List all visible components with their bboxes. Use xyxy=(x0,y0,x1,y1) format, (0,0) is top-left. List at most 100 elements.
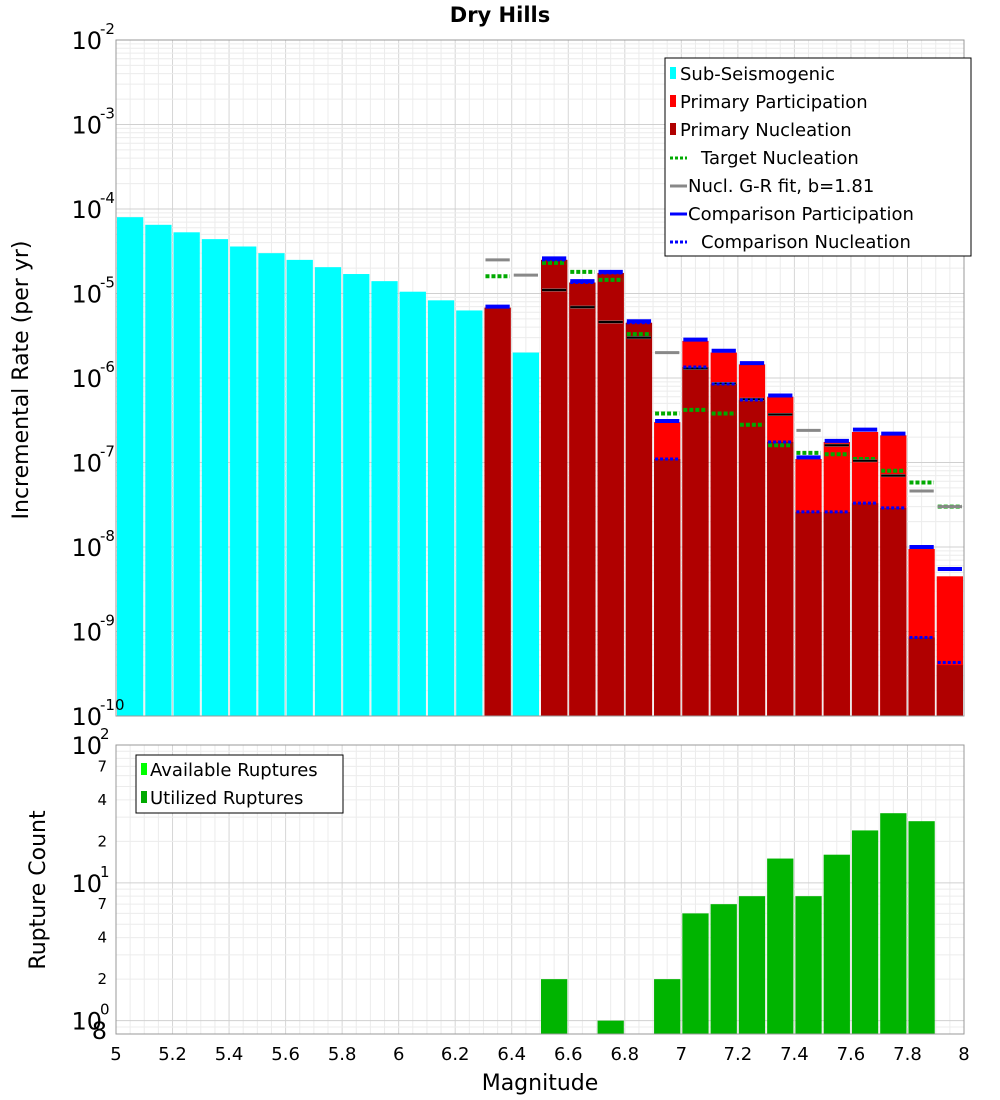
top-plot-frame xyxy=(115,39,965,717)
x-tick-label: 8 xyxy=(958,1044,969,1065)
y-tick-label: 7 xyxy=(97,895,107,913)
y-tick-label: 10-8 xyxy=(71,527,115,562)
bottom-plot-frame xyxy=(115,744,965,1035)
legend-label: Comparison Nucleation xyxy=(701,232,911,253)
x-tick-label: 5.4 xyxy=(215,1044,244,1065)
bar-primary-nucleation xyxy=(654,459,681,716)
legend-swatch xyxy=(670,67,676,79)
bar-utilized-ruptures xyxy=(851,830,879,1034)
top-marks xyxy=(485,256,962,664)
bar-utilized-ruptures xyxy=(682,913,709,1034)
y-tick-exponent: -5 xyxy=(100,274,115,292)
x-tick-label: 7.4 xyxy=(780,1044,809,1065)
y-tick-label: 10-7 xyxy=(71,443,115,478)
legend-label: Comparison Participation xyxy=(688,204,914,225)
x-tick-label: 5.8 xyxy=(328,1044,357,1065)
bar-utilized-ruptures xyxy=(908,821,935,1034)
y-tick-exponent: 2 xyxy=(100,725,110,743)
bar-primary-nucleation xyxy=(795,511,822,716)
y-tick-label: 2 xyxy=(97,970,107,988)
bar-utilized-ruptures xyxy=(597,1020,624,1034)
y-tick-label: 7 xyxy=(97,757,107,775)
legend-bottom: Available Ruptures Utilized Ruptures xyxy=(135,754,344,814)
bar-utilized-ruptures xyxy=(767,858,794,1034)
y-tick-exponent: 1 xyxy=(100,863,110,881)
legend-label: Primary Nucleation xyxy=(680,120,852,141)
top-y-axis-title: Incremental Rate (per yr) xyxy=(9,241,34,520)
bar-primary-nucleation xyxy=(597,272,624,716)
bar-sub-seismogenic xyxy=(456,310,483,716)
legend-swatch xyxy=(670,95,676,107)
x-axis-title: Magnitude xyxy=(482,1071,599,1096)
y-tick-label: 10-2 xyxy=(71,20,115,55)
legend-label: Primary Participation xyxy=(680,92,868,113)
y-tick-label: 10-5 xyxy=(71,274,115,309)
legend-item: Comparison Participation xyxy=(670,204,914,225)
x-tick-label: 7.8 xyxy=(893,1044,922,1065)
x-tick-label: 6.8 xyxy=(610,1044,639,1065)
y-tick-base: 10 xyxy=(71,27,102,55)
legend-swatch xyxy=(141,791,147,803)
y-tick-base: 10 xyxy=(71,1008,102,1036)
y-tick-exponent: -9 xyxy=(100,612,115,630)
x-tick-label: 7.2 xyxy=(724,1044,753,1065)
legend-item: Primary Nucleation xyxy=(670,120,852,141)
y-tick-base: 10 xyxy=(71,112,102,140)
legend-top: Sub-Seismogenic Primary Participation Prim… xyxy=(664,57,972,257)
y-tick-base: 10 xyxy=(71,450,102,478)
legend-label: Utilized Ruptures xyxy=(150,788,303,809)
x-tick-label: 6 xyxy=(393,1044,404,1065)
x-tick-label: 6.2 xyxy=(441,1044,470,1065)
y-tick-base: 10 xyxy=(71,703,102,731)
bar-primary-nucleation xyxy=(710,383,737,716)
y-tick-base: 10 xyxy=(71,534,102,562)
bar-utilized-ruptures xyxy=(541,979,568,1034)
y-tick-label: 10-4 xyxy=(71,189,115,224)
y-tick-label: 101 xyxy=(71,863,109,898)
bar-sub-seismogenic xyxy=(371,281,398,716)
bar-utilized-ruptures xyxy=(823,854,850,1034)
y-tick-label: 2 xyxy=(97,832,107,850)
bar-utilized-ruptures xyxy=(880,813,907,1034)
bar-primary-nucleation xyxy=(738,399,766,716)
y-tick-exponent: -8 xyxy=(100,527,115,545)
bar-primary-nucleation xyxy=(823,511,850,716)
x-tick-label: 5.2 xyxy=(158,1044,187,1065)
y-tick-label: 4 xyxy=(97,929,107,947)
y-tick-base: 10 xyxy=(71,619,102,647)
legend-box xyxy=(664,57,972,257)
bar-primary-nucleation xyxy=(880,507,907,716)
bottom-y-axis-title: Rupture Count xyxy=(26,810,51,970)
y-tick-exponent: -3 xyxy=(100,105,115,123)
legend-label: Nucl. G-R fit, b=1.81 xyxy=(688,176,874,197)
bar-sub-seismogenic xyxy=(201,239,229,717)
y-tick-label: 10-9 xyxy=(71,612,115,647)
bar-sub-seismogenic xyxy=(173,232,200,716)
bar-sub-seismogenic xyxy=(314,267,342,716)
bar-primary-nucleation xyxy=(851,503,879,716)
top-grid xyxy=(115,40,965,717)
bar-primary-nucleation xyxy=(936,665,963,716)
legend-item: Available Ruptures xyxy=(141,760,318,781)
y-tick-label: 100 xyxy=(71,1001,109,1036)
y-tick-base: 10 xyxy=(71,365,102,393)
legend-item: Primary Participation xyxy=(670,92,868,113)
x-tick-label: 5.6 xyxy=(271,1044,300,1065)
legend-swatch xyxy=(141,763,147,775)
bar-utilized-ruptures xyxy=(795,896,822,1034)
bar-sub-seismogenic xyxy=(258,253,285,716)
legend-label: Target Nucleation xyxy=(700,148,859,169)
bar-primary-nucleation xyxy=(767,441,794,716)
y-tick-label: 10-3 xyxy=(71,105,115,140)
bar-primary-nucleation xyxy=(625,322,653,716)
bar-primary-nucleation xyxy=(541,259,568,716)
legend-item: Utilized Ruptures xyxy=(141,788,303,809)
y-tick-label: 10-6 xyxy=(71,358,115,393)
x-tick-label: 7 xyxy=(676,1044,687,1065)
y-tick-base: 10 xyxy=(71,732,102,760)
bar-sub-seismogenic xyxy=(145,224,172,716)
chart-title: Dry Hills xyxy=(450,3,550,27)
